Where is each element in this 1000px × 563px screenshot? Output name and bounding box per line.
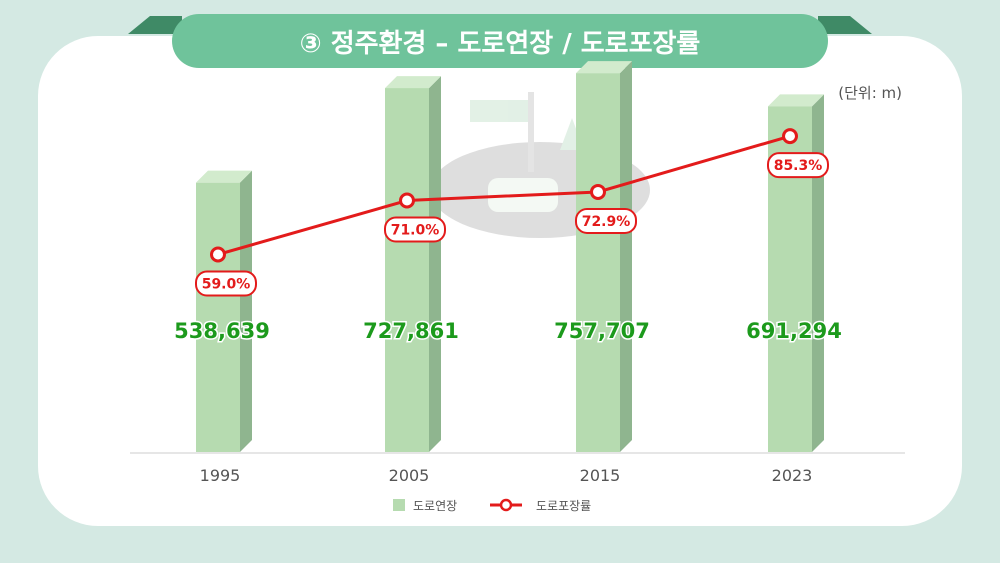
bar-2005 [385,76,441,452]
pavement-rate-point [592,185,605,198]
bar-side [620,61,632,452]
bar-front [196,183,240,452]
unit-label: (단위: m) [838,84,902,102]
legend-line-marker [501,500,511,510]
chart-title: ③ 정주환경 – 도로연장 / 도로포장률 [300,29,701,59]
bar-front [576,73,620,452]
bar-side [240,171,252,452]
bar-2023 [768,94,824,452]
pavement-rate-label: 85.3% [774,158,823,174]
bar-value-label: 727,861 [363,319,459,343]
pavement-rate-point [784,130,797,143]
pavement-rate-point [401,194,414,207]
title-banner: ③ 정주환경 – 도로연장 / 도로포장률 [128,14,872,68]
legend-bar-label: 도로연장 [413,499,457,513]
x-tick-label: 2023 [772,466,813,485]
bar-value-label: 538,639 [174,319,270,343]
x-tick-label: 1995 [200,466,241,485]
x-tick-label: 2005 [389,466,430,485]
bar-1995 [196,171,252,452]
pavement-rate-label: 59.0% [202,277,251,293]
bar-side [429,76,441,452]
bar-side [812,94,824,452]
bar-front [385,88,429,452]
legend-bar-swatch [393,499,405,511]
bar-2015 [576,61,632,452]
bar-value-label: 757,707 [554,319,650,343]
bar-value-label: 691,294 [746,319,842,343]
pavement-rate-label: 71.0% [391,223,440,239]
legend-line-label: 도로포장률 [536,499,591,513]
pavement-rate-point [212,248,225,261]
pavement-rate-label: 72.9% [582,214,631,230]
x-tick-label: 2015 [580,466,621,485]
